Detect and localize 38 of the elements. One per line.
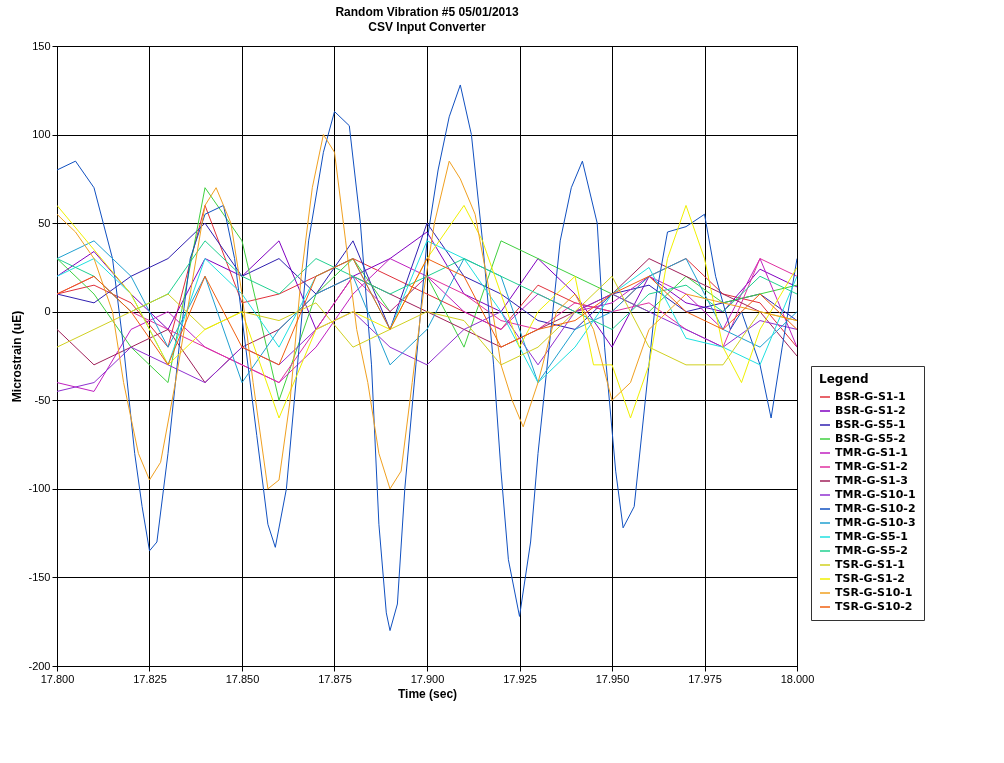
x-tick-label: 17.800 [40,672,75,685]
legend-label: BSR-G-S5-2 [835,432,906,445]
x-tick-label: 17.825 [133,672,167,685]
x-tick-label: 17.975 [688,672,722,685]
legend-label: TMR-G-S10-3 [835,516,916,529]
y-tick-label: -150 [28,570,51,583]
chart-subtitle: CSV Input Converter [368,20,486,34]
legend-label: TMR-G-S1-3 [835,474,908,487]
x-tick-label: 17.875 [318,672,352,685]
x-tick-label: 17.900 [410,672,445,685]
legend-label: BSR-G-S1-1 [835,390,906,403]
legend-label: TMR-G-S10-2 [835,502,916,515]
x-tick-label: 18.000 [780,672,815,685]
legend-label: TMR-G-S5-1 [835,530,908,543]
legend-label: TMR-G-S5-2 [835,544,908,557]
y-tick-label: 100 [32,128,51,141]
y-tick-label: 50 [38,216,51,229]
legend-label: TMR-G-S10-1 [835,488,916,501]
legend-label: TMR-G-S1-1 [835,446,908,459]
y-tick-label: 0 [44,305,51,318]
x-tick-label: 17.850 [225,672,260,685]
legend-label: BSR-G-S5-1 [835,418,906,431]
chart-title: Random Vibration #5 05/01/2013 [335,5,519,19]
y-tick-label: -50 [34,393,51,406]
legend-label: TSR-G-S10-1 [835,586,913,599]
y-tick-label: 150 [32,39,51,52]
y-tick-label: -100 [28,482,51,495]
y-axis-title: Microstrain (uE) [10,310,25,403]
x-axis-title: Time (sec) [397,686,458,701]
legend-label: BSR-G-S1-2 [835,404,906,417]
x-tick-label: 17.925 [503,672,537,685]
legend-label: TSR-G-S1-2 [835,572,905,585]
legend-title: Legend [819,372,869,386]
legend-label: TMR-G-S1-2 [835,460,908,473]
legend-label: TSR-G-S1-1 [835,558,905,571]
legend-label: TSR-G-S10-2 [835,600,913,613]
x-tick-label: 17.950 [595,672,630,685]
y-tick-label: -200 [28,659,51,672]
